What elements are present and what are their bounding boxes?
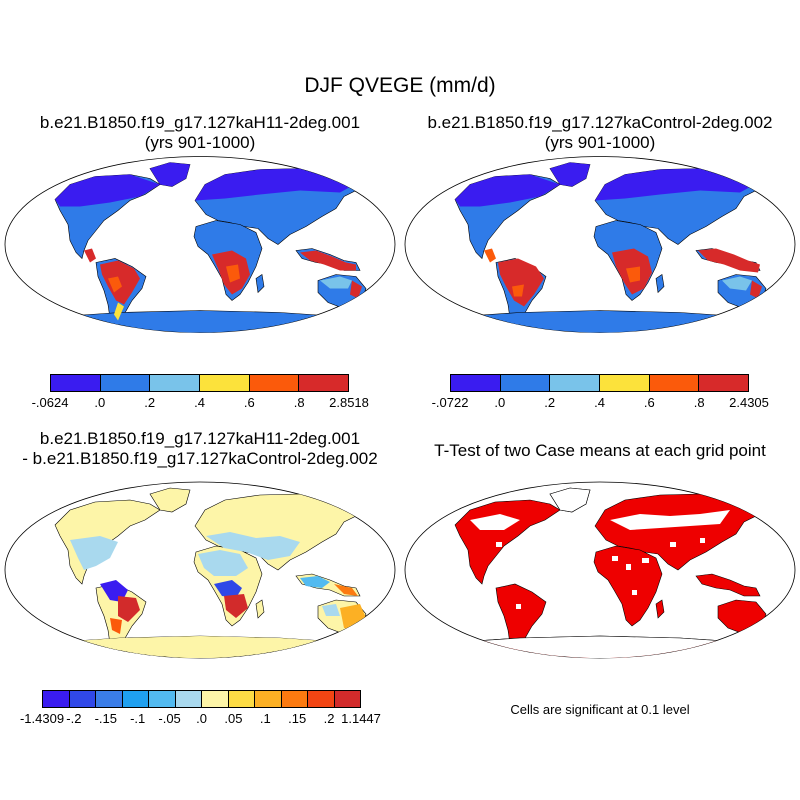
difference-colorbar-tick-label: 1.1447 xyxy=(341,711,381,726)
control-colorbar-tick-label: -.0722 xyxy=(431,395,469,410)
control-colorbar-swatch xyxy=(649,375,700,391)
difference-colorbar xyxy=(42,690,361,708)
difference-colorbar-swatch xyxy=(334,691,360,707)
case-map xyxy=(4,156,396,333)
control-panel-title-line2: (yrs 901-1000) xyxy=(544,133,656,152)
case-colorbar-swatch xyxy=(51,375,101,391)
control-colorbar-swatch xyxy=(550,375,601,391)
difference-colorbar-swatch xyxy=(43,691,70,707)
difference-colorbar-tick-label: -.1 xyxy=(130,711,146,726)
case-colorbar-swatch xyxy=(249,375,300,391)
difference-colorbar-swatch xyxy=(281,691,308,707)
control-colorbar-swatch xyxy=(600,375,650,391)
case-colorbar-swatch xyxy=(299,375,349,391)
control-colorbar-tick-label: .2 xyxy=(544,395,556,410)
difference-colorbar-swatch xyxy=(228,691,255,707)
ttest-significance-note: Cells are significant at 0.1 level xyxy=(510,702,690,717)
difference-colorbar-tick-label: .2 xyxy=(323,711,335,726)
difference-panel-title-line2: - b.e21.B1850.f19_g17.127kaControl-2deg.… xyxy=(22,449,378,468)
control-colorbar-swatch xyxy=(500,375,551,391)
case-colorbar-ticks: -.0624 .0 .2 .4 .6 .8 2.8518 xyxy=(32,395,369,411)
case-colorbar-tick-label: 2.8518 xyxy=(329,395,369,410)
case-colorbar-tick-label: .2 xyxy=(144,395,156,410)
difference-colorbar-tick-label: .1 xyxy=(259,711,271,726)
case-colorbar xyxy=(50,374,349,392)
difference-colorbar-tick-label: .15 xyxy=(288,711,307,726)
case-colorbar-tick-label: .8 xyxy=(293,395,305,410)
difference-colorbar-swatch xyxy=(308,691,335,707)
control-colorbar-tick-label: .4 xyxy=(594,395,605,410)
control-panel-title-line1: b.e21.B1850.f19_g17.127kaControl-2deg.00… xyxy=(427,113,773,132)
difference-colorbar-swatch xyxy=(255,691,282,707)
difference-colorbar-swatch xyxy=(149,691,176,707)
difference-colorbar-swatch xyxy=(202,691,229,707)
case-colorbar-swatch xyxy=(100,375,151,391)
case-colorbar-swatch xyxy=(200,375,250,391)
control-colorbar-swatch xyxy=(451,375,501,391)
control-colorbar-tick-label: .8 xyxy=(693,395,705,410)
difference-colorbar-swatch xyxy=(175,691,202,707)
control-colorbar-tick-label: 2.4305 xyxy=(729,395,769,410)
control-colorbar-swatch xyxy=(699,375,749,391)
case-colorbar-tick-label: .6 xyxy=(243,395,255,410)
control-colorbar-tick-label: .0 xyxy=(494,395,506,410)
difference-colorbar-swatch xyxy=(69,691,96,707)
difference-colorbar-tick-label: -.15 xyxy=(94,711,117,726)
difference-colorbar-tick-label: -1.4309 xyxy=(19,711,65,726)
difference-colorbar-tick-label: -.05 xyxy=(158,711,181,726)
control-map xyxy=(404,156,796,333)
case-colorbar-tick-label: -.0624 xyxy=(31,395,69,410)
case-panel-title-line1: b.e21.B1850.f19_g17.127kaH11-2deg.001 xyxy=(39,113,361,132)
difference-colorbar-tick-label: -.2 xyxy=(66,711,82,726)
difference-map xyxy=(4,481,396,659)
control-colorbar-tick-label: .6 xyxy=(643,395,655,410)
case-colorbar-swatch xyxy=(150,375,201,391)
ttest-map xyxy=(404,481,796,659)
case-colorbar-tick-label: .4 xyxy=(194,395,205,410)
case-panel-title-line2: (yrs 901-1000) xyxy=(144,133,256,152)
difference-colorbar-tick-label: .05 xyxy=(224,711,243,726)
difference-colorbar-ticks: -1.4309 -.2 -.15 -.1 -.05 .0 .05 .1 .15 .2 1.1447 xyxy=(20,711,381,727)
figure-title: DJF QVEGE (mm/d) xyxy=(304,74,496,97)
control-colorbar-ticks: -.0722 .0 .2 .4 .6 .8 2.4305 xyxy=(432,395,769,411)
difference-colorbar-swatch xyxy=(122,691,149,707)
difference-panel-title-line1: b.e21.B1850.f19_g17.127kaH11-2deg.001 xyxy=(39,429,361,448)
ttest-panel-title: T-Test of two Case means at each grid po… xyxy=(434,441,766,460)
case-colorbar-tick-label: .0 xyxy=(94,395,106,410)
control-colorbar xyxy=(450,374,749,392)
difference-colorbar-swatch xyxy=(96,691,123,707)
difference-colorbar-tick-label: .0 xyxy=(196,711,207,726)
